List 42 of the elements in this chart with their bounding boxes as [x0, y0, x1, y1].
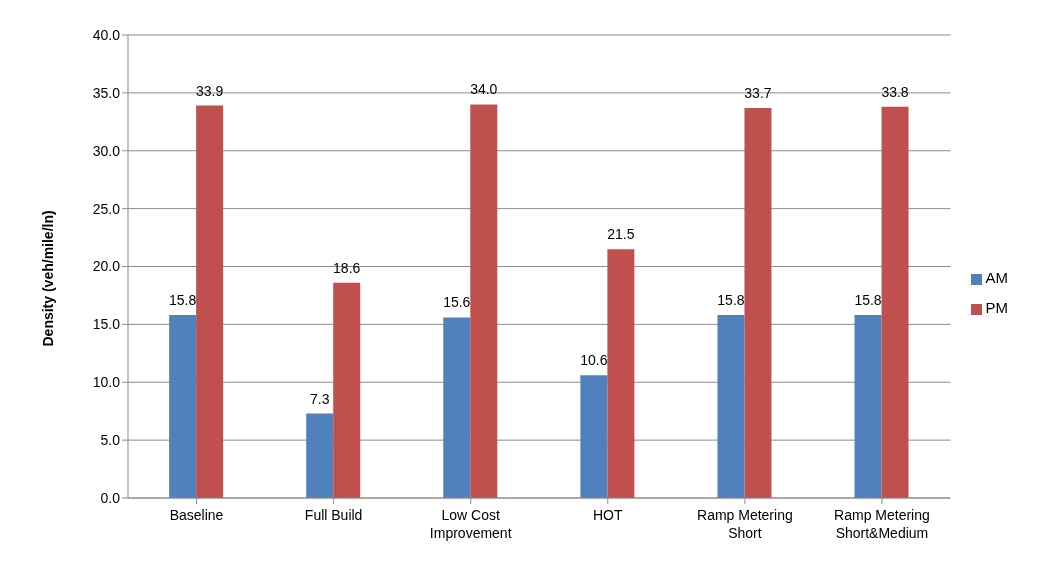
bar: [306, 413, 334, 498]
data-label: 21.5: [607, 226, 635, 243]
y-tick-label: 35.0: [92, 84, 121, 101]
legend-label: AM: [985, 269, 1008, 286]
x-tick-label: Low Cost Improvement: [429, 507, 512, 541]
data-label: 33.9: [196, 82, 224, 99]
y-tick-label: 30.0: [92, 142, 121, 159]
y-tick-label: 10.0: [92, 374, 121, 391]
data-label: 15.8: [169, 292, 197, 309]
x-tick-label: Full Build: [304, 507, 363, 523]
bar: [717, 315, 745, 498]
x-tick-label: Ramp Metering Short&Medium: [834, 507, 930, 541]
data-label: 33.7: [744, 84, 772, 101]
x-tick-label: Ramp Metering Short: [697, 507, 793, 541]
bar: [196, 105, 224, 498]
data-label: 18.6: [333, 259, 361, 276]
data-label: 15.6: [443, 294, 471, 311]
bar: [854, 315, 882, 498]
y-tick-label: 40.0: [92, 26, 121, 43]
x-tick-label: Baseline: [169, 507, 224, 523]
bar: [744, 107, 772, 498]
y-tick-label: 25.0: [92, 200, 121, 217]
bar: [333, 282, 361, 498]
data-label: 10.6: [580, 352, 608, 369]
bar: [580, 375, 608, 498]
bar: [443, 317, 471, 498]
bar: [470, 104, 498, 498]
y-tick-label: 5.0: [100, 432, 121, 449]
x-tick-label: HOT: [593, 507, 624, 523]
data-label: 7.3: [309, 390, 330, 407]
data-label: 15.8: [717, 292, 745, 309]
bar: [169, 315, 197, 498]
legend-label: PM: [985, 299, 1008, 316]
bar: [881, 106, 909, 498]
data-label: 34.0: [470, 81, 498, 98]
y-tick-label: 0.0: [100, 489, 121, 506]
y-tick-label: 20.0: [92, 258, 121, 275]
y-axis-title: Density (veh/mile/ln): [39, 210, 56, 347]
data-label: 15.8: [854, 292, 882, 309]
data-label: 33.8: [881, 83, 909, 100]
bar: [607, 249, 635, 498]
y-tick-label: 15.0: [92, 316, 121, 333]
